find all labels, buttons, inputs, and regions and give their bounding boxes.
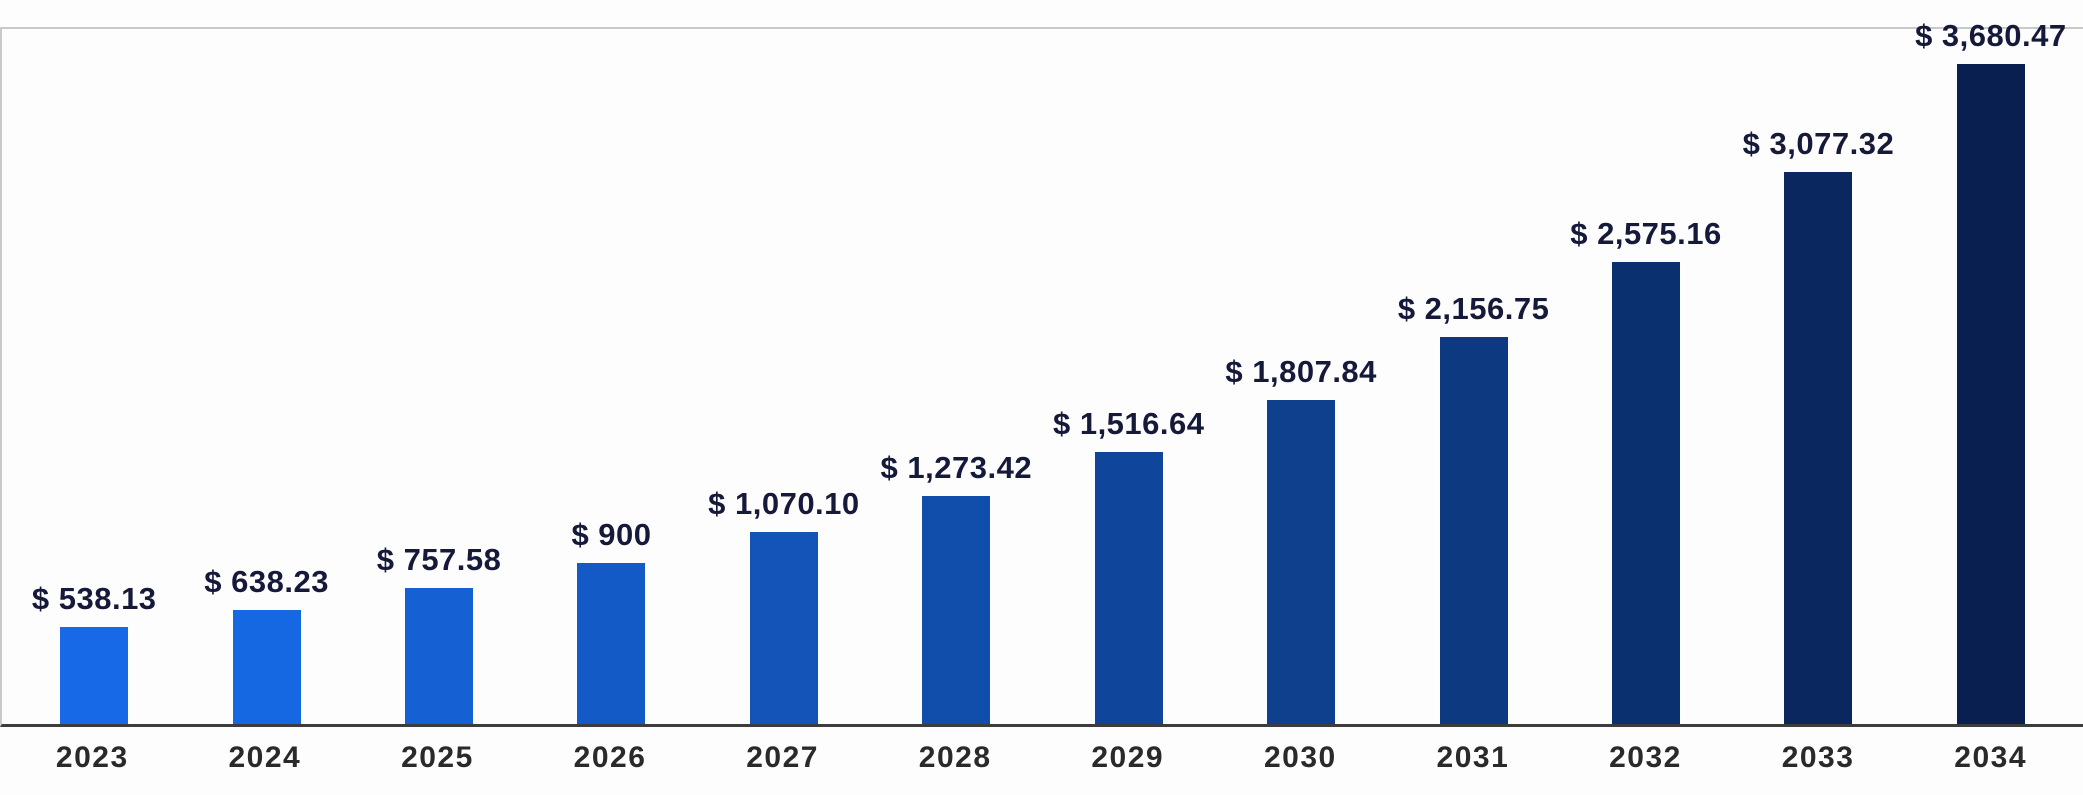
x-axis-label: 2033 [1781, 741, 1855, 774]
bar-value-label: $ 1,516.64 [1052, 406, 1205, 441]
bar [1784, 172, 1853, 724]
bar-column: $ 1,070.10 [698, 486, 870, 724]
x-axis-label: 2024 [228, 741, 302, 774]
bar-value-label: $ 3,680.47 [1915, 18, 2067, 53]
bar-column: $ 900 [525, 517, 697, 724]
x-axis-label: 2031 [1436, 741, 1510, 774]
bar-value-label: $ 757.58 [376, 542, 502, 577]
bar [232, 610, 301, 724]
bar-value-label: $ 3,077.32 [1742, 126, 1895, 161]
bar [1612, 262, 1680, 724]
x-axis-label: 2032 [1609, 741, 1682, 774]
x-axis-label: 2030 [1263, 741, 1337, 774]
x-axis-label: 2029 [1091, 741, 1165, 774]
x-axis-label: 2027 [746, 741, 819, 774]
bar [60, 627, 129, 724]
bar-column: $ 757.58 [353, 542, 525, 724]
x-axis-label: 2026 [573, 741, 647, 774]
bar-value-label: $ 1,070.10 [708, 486, 860, 521]
bar-value-label: $ 638.23 [204, 564, 329, 599]
bar [1267, 400, 1336, 724]
bar [577, 563, 646, 724]
bar [922, 496, 991, 724]
bar-value-label: $ 1,807.84 [1225, 354, 1377, 389]
plot-area: $ 538.13 $ 638.23 $ 757.58 $ 900 $ 1,070.10 $… [0, 18, 2083, 727]
bar-value-label: $ 538.13 [31, 581, 157, 616]
x-axis-label: 2034 [1954, 741, 2028, 774]
bar-column: $ 3,680.47 [1905, 18, 2077, 724]
bar-column: $ 1,516.64 [1043, 406, 1215, 724]
bar [1094, 452, 1163, 724]
bar [1956, 64, 2025, 724]
bar-value-label: $ 1,273.42 [880, 450, 1033, 485]
bar-column: $ 1,273.42 [870, 450, 1042, 724]
bars-container: $ 538.13 $ 638.23 $ 757.58 $ 900 $ 1,070.10 $… [2, 18, 2083, 724]
bar-column: $ 638.23 [180, 564, 352, 724]
x-axis-label: 2025 [401, 741, 474, 774]
bar-value-label: $ 900 [571, 517, 652, 552]
bar-column: $ 2,156.75 [1387, 291, 1559, 724]
bar-value-label: $ 2,156.75 [1397, 291, 1550, 326]
bar [1439, 337, 1508, 724]
bar [405, 588, 474, 724]
x-axis-label: 2028 [918, 741, 992, 774]
bar-column: $ 3,077.32 [1732, 126, 1904, 724]
bar-column: $ 538.13 [8, 581, 180, 724]
x-axis-label: 2023 [55, 741, 129, 774]
bar-column: $ 2,575.16 [1560, 216, 1732, 724]
bar [749, 532, 818, 724]
x-axis: 2023 2024 2025 2026 2027 2028 2029 2030 2031 2032… [0, 741, 2083, 775]
bar-value-label: $ 2,575.16 [1570, 216, 1722, 251]
bar-column: $ 1,807.84 [1215, 354, 1387, 724]
